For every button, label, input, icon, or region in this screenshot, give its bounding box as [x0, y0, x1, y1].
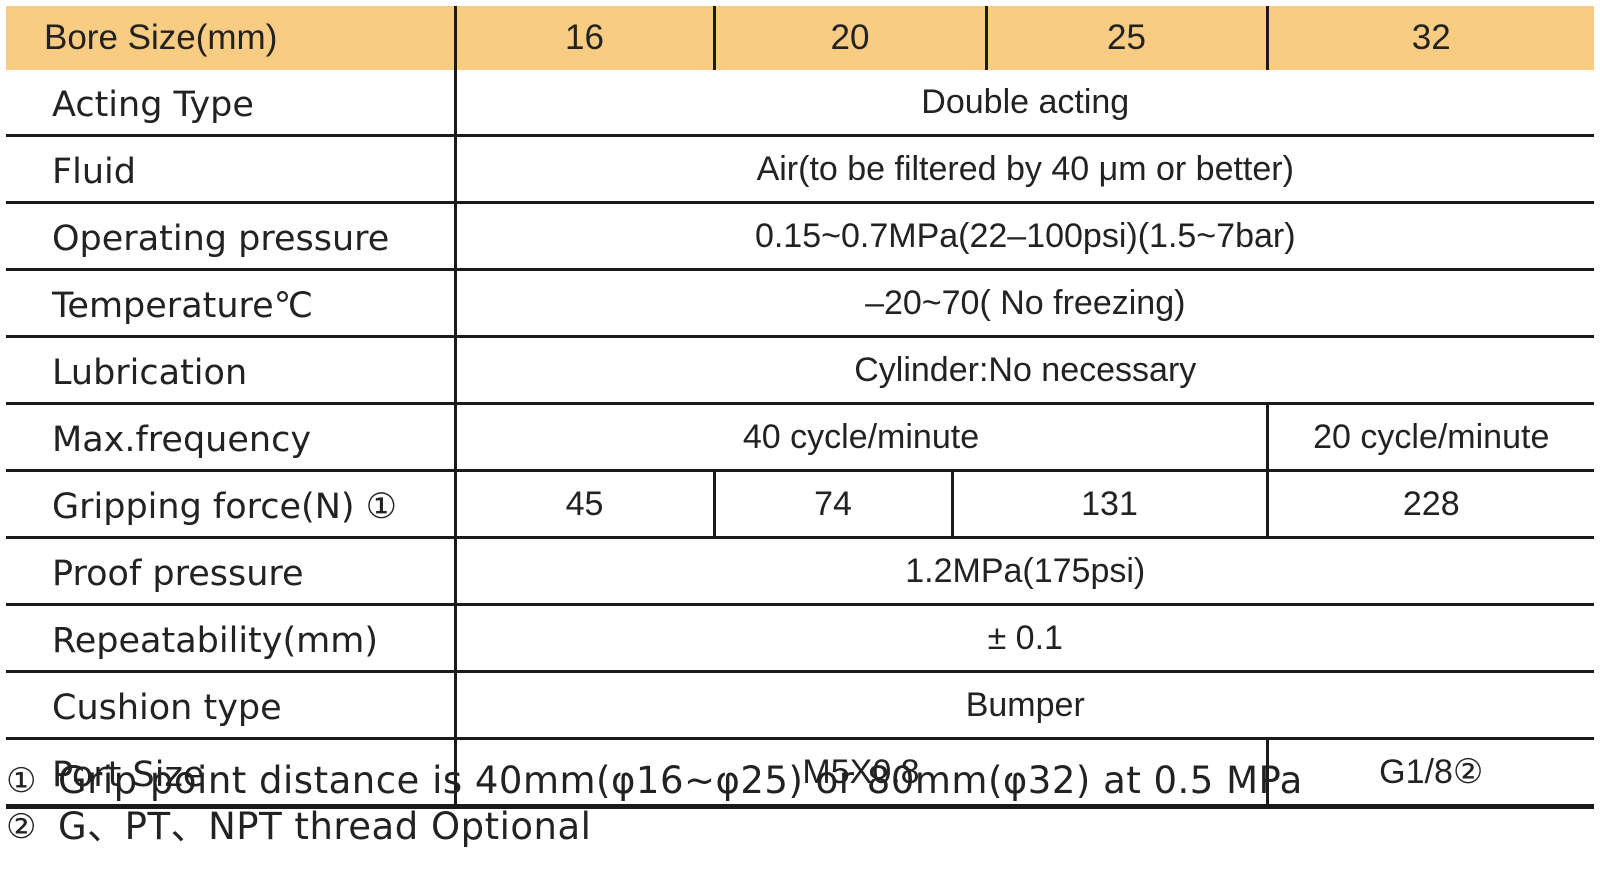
table-row-repeatability: Repeatability(mm) ± 0.1	[6, 604, 1594, 673]
acting-type-value: Double acting	[455, 70, 1594, 137]
temperature-label: Temperature℃	[6, 269, 457, 338]
footnotes: ① Grip point distance is 40mm(φ16~φ25) o…	[6, 758, 1303, 850]
operating-pressure-value: 0.15~0.7MPa(22–100psi)(1.5~7bar)	[455, 202, 1594, 271]
gripping-force-25: 131	[952, 470, 1269, 539]
port-size-large-bore-value: G1/8②	[1267, 738, 1594, 809]
max-frequency-large-bore-value: 20 cycle/minute	[1267, 403, 1594, 472]
table-row-cushion-type: Cushion type Bumper	[6, 671, 1594, 740]
footnote-1-text: Grip point distance is 40mm(φ16~φ25) or …	[58, 759, 1303, 802]
table-row-port-size: Port Size M5X0.8 G1/8②	[6, 738, 1594, 809]
table-row-fluid: Fluid Air(to be filtered by 40 μm or bet…	[6, 135, 1594, 204]
lubrication-value: Cylinder:No necessary	[455, 336, 1594, 405]
max-frequency-small-bore-value: 40 cycle/minute	[455, 403, 1269, 472]
port-size-small-bore-value: M5X0.8	[455, 738, 1269, 809]
gripping-force-label: Gripping force(N) ①	[6, 470, 457, 539]
fluid-value: Air(to be filtered by 40 μm or better)	[455, 135, 1594, 204]
footnote-1: ① Grip point distance is 40mm(φ16~φ25) o…	[6, 758, 1303, 804]
proof-pressure-value: 1.2MPa(175psi)	[455, 537, 1594, 606]
footnote-1-marker: ①	[6, 761, 37, 801]
footnote-2-marker: ②	[6, 807, 37, 847]
max-frequency-label: Max.frequency	[6, 403, 457, 472]
repeatability-label: Repeatability(mm)	[6, 604, 457, 673]
table-row-max-frequency: Max.frequency 40 cycle/minute 20 cycle/m…	[6, 403, 1594, 472]
temperature-value: –20~70( No freezing)	[455, 269, 1594, 338]
gripping-force-32: 228	[1267, 470, 1594, 539]
lubrication-label: Lubrication	[6, 336, 457, 405]
operating-pressure-label: Operating pressure	[6, 202, 457, 271]
bore-20-header: 20	[714, 6, 988, 70]
gripping-force-20: 74	[714, 470, 954, 539]
gripping-force-16: 45	[455, 470, 716, 539]
bore-32-header: 32	[1267, 6, 1594, 70]
acting-type-label: Acting Type	[6, 70, 457, 137]
repeatability-value: ± 0.1	[455, 604, 1594, 673]
spec-table: Bore Size(mm) 16 20 25 32 Acting Type Do…	[6, 6, 1594, 809]
footnote-2-text: G、PT、NPT thread Optional	[58, 805, 592, 848]
port-size-label: Port Size	[6, 738, 457, 809]
table-row-operating-pressure: Operating pressure 0.15~0.7MPa(22–100psi…	[6, 202, 1594, 271]
table-row-lubrication: Lubrication Cylinder:No necessary	[6, 336, 1594, 405]
cushion-type-value: Bumper	[455, 671, 1594, 740]
footnote-2: ② G、PT、NPT thread Optional	[6, 804, 1303, 850]
table-row-temperature: Temperature℃ –20~70( No freezing)	[6, 269, 1594, 338]
header-row: Bore Size(mm) 16 20 25 32	[6, 6, 1594, 70]
table-row-proof-pressure: Proof pressure 1.2MPa(175psi)	[6, 537, 1594, 606]
header-label: Bore Size(mm)	[6, 6, 457, 70]
table-row-gripping-force: Gripping force(N) ① 45 74 131 228	[6, 470, 1594, 539]
fluid-label: Fluid	[6, 135, 457, 204]
proof-pressure-label: Proof pressure	[6, 537, 457, 606]
bore-25-header: 25	[986, 6, 1269, 70]
cushion-type-label: Cushion type	[6, 671, 457, 740]
table-row-acting-type: Acting Type Double acting	[6, 70, 1594, 137]
bore-16-header: 16	[455, 6, 716, 70]
